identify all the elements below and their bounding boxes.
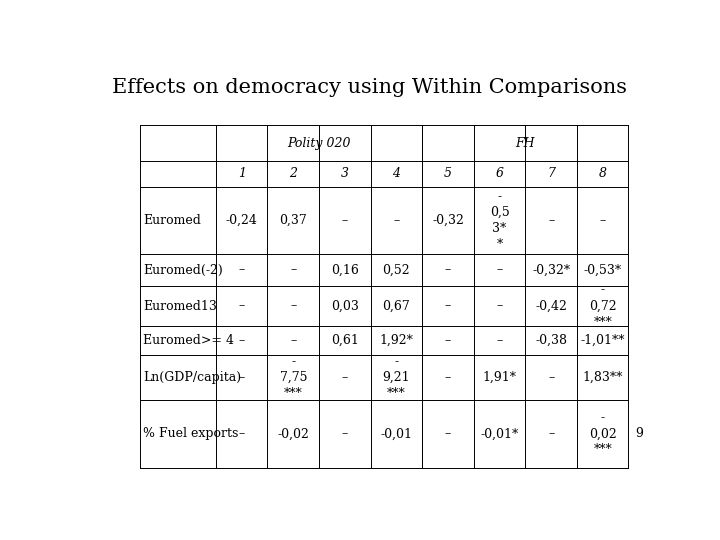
Text: 3: 3 [341,167,348,180]
Text: 9: 9 [635,427,643,440]
Text: –: – [445,427,451,440]
Text: –: – [548,371,554,384]
Text: –: – [548,214,554,227]
Text: –: – [445,264,451,276]
Text: –: – [238,264,245,276]
Text: 0,61: 0,61 [331,334,359,347]
Text: –: – [238,334,245,347]
Text: –: – [290,264,297,276]
Text: –: – [342,427,348,440]
Text: -0,02: -0,02 [277,427,309,440]
Text: –: – [290,334,297,347]
Text: Polity 020: Polity 020 [287,137,351,150]
Text: Ln(GDP/capita): Ln(GDP/capita) [143,371,241,384]
Text: –: – [290,300,297,313]
Text: Euromed: Euromed [143,214,201,227]
Text: 0,16: 0,16 [331,264,359,276]
Text: FH: FH [516,137,535,150]
Text: –: – [342,214,348,227]
Text: 2: 2 [289,167,297,180]
Text: -0,01*: -0,01* [480,427,518,440]
Text: 6: 6 [495,167,503,180]
Text: Euromed(-2): Euromed(-2) [143,264,222,276]
Text: –: – [445,300,451,313]
Text: –: – [238,300,245,313]
Text: -0,24: -0,24 [226,214,258,227]
Text: -1,01**: -1,01** [580,334,625,347]
Text: -0,38: -0,38 [535,334,567,347]
Text: –: – [496,300,503,313]
Text: –: – [600,214,606,227]
Text: 4: 4 [392,167,400,180]
Text: -
9,21
***: - 9,21 *** [382,355,410,400]
Text: -
7,75
***: - 7,75 *** [279,355,307,400]
Text: -0,32*: -0,32* [532,264,570,276]
Text: Euromed>= 4: Euromed>= 4 [143,334,234,347]
Text: 8: 8 [599,167,607,180]
Text: % Fuel exports: % Fuel exports [143,427,238,440]
Text: 1,92*: 1,92* [379,334,413,347]
Text: Euromed13: Euromed13 [143,300,217,313]
Text: 0,67: 0,67 [382,300,410,313]
Text: –: – [496,334,503,347]
Text: –: – [238,371,245,384]
Text: 1,83**: 1,83** [582,371,623,384]
Text: –: – [238,427,245,440]
Text: -0,32: -0,32 [432,214,464,227]
Text: -
0,72
***: - 0,72 *** [589,284,616,328]
Text: –: – [548,427,554,440]
Text: -
0,02
***: - 0,02 *** [589,411,616,456]
Text: -0,53*: -0,53* [584,264,622,276]
Text: 0,03: 0,03 [331,300,359,313]
Text: Effects on democracy using Within Comparisons: Effects on democracy using Within Compar… [112,78,626,97]
Text: -
0,5
3*
*: - 0,5 3* * [490,190,510,251]
Text: 1,91*: 1,91* [482,371,516,384]
Text: –: – [393,214,400,227]
Text: 5: 5 [444,167,452,180]
Text: –: – [496,264,503,276]
Text: -0,01: -0,01 [380,427,413,440]
Text: 0,52: 0,52 [382,264,410,276]
Text: 0,37: 0,37 [279,214,307,227]
Text: –: – [342,371,348,384]
Text: 7: 7 [547,167,555,180]
Text: –: – [445,334,451,347]
Text: -0,42: -0,42 [535,300,567,313]
Text: –: – [445,371,451,384]
Text: 1: 1 [238,167,246,180]
